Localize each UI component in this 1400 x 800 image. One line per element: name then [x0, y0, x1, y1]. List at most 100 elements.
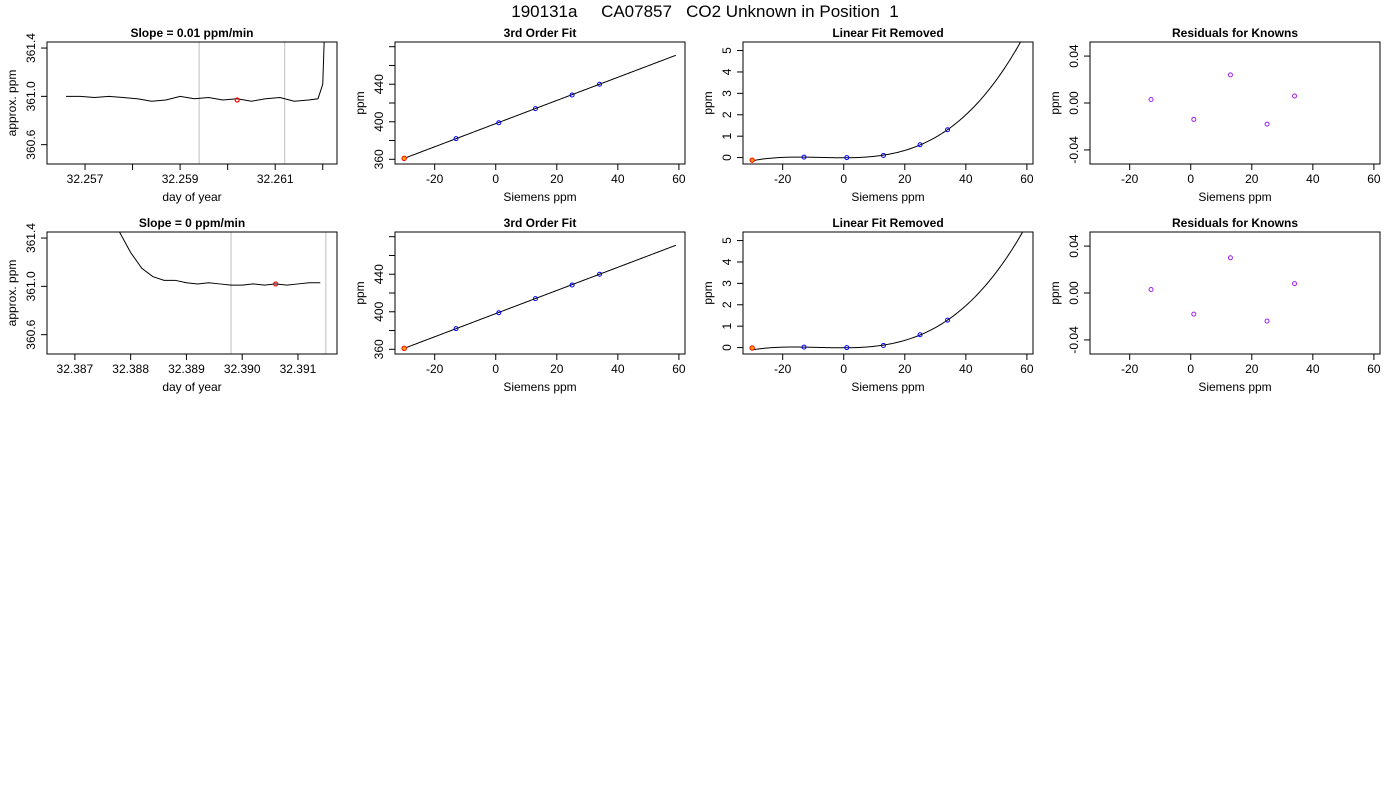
y-tick-label: 361.4 [24, 223, 38, 253]
residual-point [1292, 93, 1298, 99]
y-tick-label: 2 [720, 111, 734, 118]
y-tick-label: 360.6 [24, 129, 38, 159]
known-point [880, 342, 886, 348]
x-axis-label: day of year [162, 190, 221, 204]
plot-area [1148, 72, 1298, 127]
x-tick-label: 0 [840, 172, 847, 186]
residual-point [1148, 96, 1154, 102]
y-tick-label: 400 [372, 301, 386, 321]
x-tick-label: -20 [1121, 362, 1139, 376]
known-point [917, 142, 923, 148]
known-point [844, 155, 850, 161]
x-tick-label: -20 [774, 172, 792, 186]
x-tick-label: -20 [774, 362, 792, 376]
figure-title: 190131a CA07857 CO2 Unknown in Position … [511, 2, 898, 21]
y-tick-label: -0.04 [1067, 136, 1081, 164]
x-axis-label: Siemens ppm [851, 190, 924, 204]
residual-point [1227, 255, 1233, 261]
residual-point [1191, 116, 1197, 122]
x-tick-label: 32.389 [168, 362, 205, 376]
y-tick-label: 361.0 [24, 271, 38, 301]
y-axis-label: ppm [1048, 281, 1062, 304]
x-axis-label: Siemens ppm [503, 380, 576, 394]
known-point [880, 152, 886, 158]
x-tick-label: 0 [492, 362, 499, 376]
y-tick-label: 0 [720, 344, 734, 351]
trace-line [66, 42, 325, 102]
x-tick-label: 60 [672, 172, 686, 186]
plot-area [401, 54, 677, 162]
panel-frame [394, 41, 686, 165]
panel-title: 3rd Order Fit [504, 216, 577, 230]
y-axis-label: ppm [701, 91, 715, 114]
average-marker [273, 281, 279, 287]
x-tick-label: 60 [672, 362, 686, 376]
x-tick-label: 32.259 [162, 172, 199, 186]
panel-frame [394, 231, 686, 355]
y-tick-label: 1 [720, 323, 734, 330]
x-tick-label: 20 [550, 172, 564, 186]
y-axis-label: ppm [353, 91, 367, 114]
x-tick-label: 0 [1187, 172, 1194, 186]
panel-title: Slope = 0 ppm/min [139, 216, 245, 230]
panel-title: Linear Fit Removed [832, 26, 943, 40]
panel-title: Linear Fit Removed [832, 216, 943, 230]
x-tick-label: 32.391 [280, 362, 317, 376]
y-tick-label: 0.00 [1067, 91, 1081, 115]
y-tick-label: 0.04 [1067, 234, 1081, 258]
unknown-point [401, 345, 407, 352]
residual-point [1264, 121, 1270, 127]
known-point [532, 296, 538, 302]
x-tick-label: 40 [1306, 362, 1320, 376]
known-point [801, 154, 807, 160]
y-tick-label: 400 [372, 111, 386, 131]
panel-r2-residuals: Residuals for Knowns Siemens ppm ppm -20 0 20… [1048, 216, 1381, 394]
y-tick-label: 360 [372, 339, 386, 359]
x-tick-label: -20 [426, 172, 444, 186]
x-axis-label: day of year [162, 380, 221, 394]
y-tick-label: 360 [372, 149, 386, 169]
plot-area [749, 42, 1022, 163]
fit-curve [752, 42, 1022, 162]
x-tick-label: 20 [898, 362, 912, 376]
plot-area [401, 244, 677, 352]
known-point [532, 106, 538, 112]
x-axis-label: Siemens ppm [1198, 190, 1271, 204]
x-axis-label: Siemens ppm [1198, 380, 1271, 394]
x-tick-label: 40 [959, 172, 973, 186]
y-tick-label: -0.04 [1067, 326, 1081, 354]
panel-r2-trace: Slope = 0 ppm/min day of year approx. ppm 3… [5, 216, 338, 394]
panel-frame [46, 231, 338, 355]
plot-area [1148, 255, 1298, 324]
known-point [801, 344, 807, 350]
plot-area [66, 42, 325, 164]
fit-curve [752, 232, 1024, 351]
x-tick-label: -20 [426, 362, 444, 376]
y-tick-label: 5 [720, 47, 734, 54]
x-axis-label: Siemens ppm [851, 380, 924, 394]
known-point [597, 81, 603, 87]
trace-line [119, 232, 321, 286]
x-tick-label: 32.257 [67, 172, 104, 186]
y-tick-label: 0.00 [1067, 281, 1081, 305]
known-point [844, 345, 850, 351]
unknown-point [401, 155, 407, 162]
x-tick-label: 0 [840, 362, 847, 376]
x-tick-label: 40 [1306, 172, 1320, 186]
panel-frame [1089, 231, 1381, 355]
residual-point [1264, 318, 1270, 324]
x-tick-label: 20 [1245, 172, 1259, 186]
residual-point [1227, 72, 1233, 78]
y-axis-label: ppm [701, 281, 715, 304]
known-point [496, 310, 502, 316]
x-tick-label: 32.390 [224, 362, 261, 376]
y-tick-label: 0 [720, 154, 734, 161]
x-tick-label: 40 [611, 172, 625, 186]
y-tick-label: 3 [720, 90, 734, 97]
y-tick-label: 5 [720, 237, 734, 244]
panel-r1-trace: Slope = 0.01 ppm/min day of year approx. p… [5, 26, 338, 204]
x-axis-label: Siemens ppm [503, 190, 576, 204]
plot-area [749, 232, 1024, 351]
